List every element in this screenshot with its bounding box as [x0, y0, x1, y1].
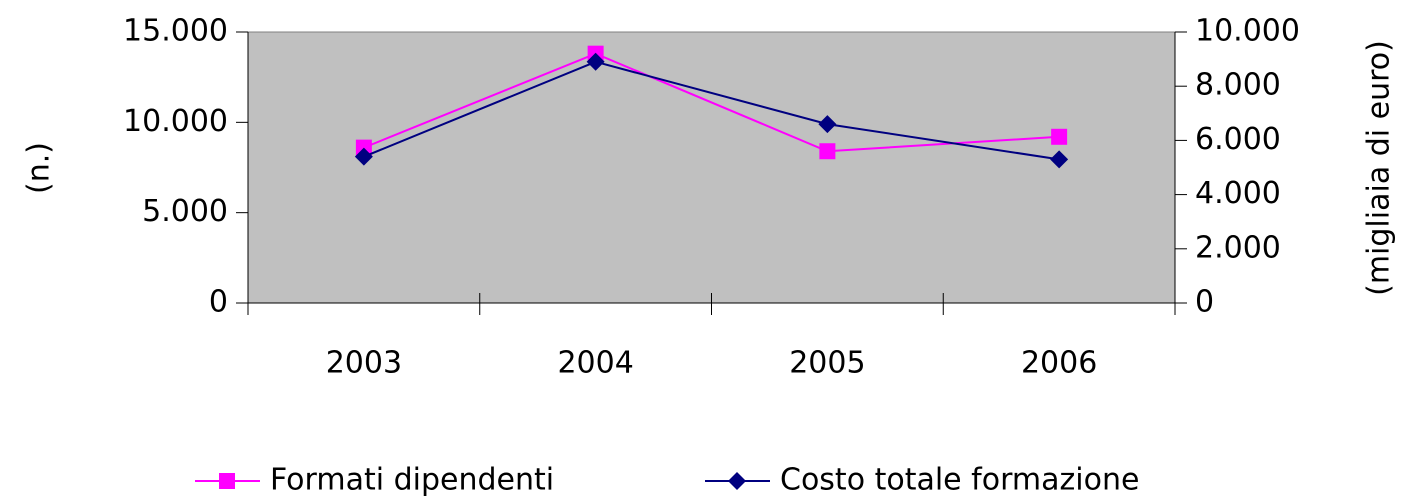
- y2-tick-label: 0: [1195, 285, 1214, 320]
- series-line: [363, 52, 1060, 153]
- x-tick-label: 2003: [326, 346, 402, 381]
- x-tick-label: 2004: [557, 346, 633, 381]
- y-axis-label: (n.): [22, 142, 57, 194]
- series-marker: [586, 52, 605, 71]
- series-marker: [354, 147, 373, 166]
- series-marker: [355, 139, 372, 156]
- x-tick-label: 2005: [789, 346, 865, 381]
- y2-tick-label: 2.000: [1195, 230, 1281, 265]
- y-tick-label: 15.000: [123, 14, 228, 49]
- legend-label: Costo totale formazione: [780, 463, 1139, 498]
- legend-marker: [728, 472, 746, 490]
- series-marker: [818, 115, 837, 134]
- legend-label: Formati dipendenti: [270, 463, 554, 498]
- plot-area: [247, 31, 1176, 304]
- y2-tick-label: 4.000: [1195, 176, 1281, 211]
- legend-marker: [219, 473, 235, 489]
- series-marker: [819, 143, 836, 160]
- x-tick-label: 2006: [1021, 346, 1097, 381]
- y-tick-label: 10.000: [123, 104, 228, 139]
- series-line: [363, 60, 1060, 161]
- y-tick-label: 5.000: [142, 194, 228, 229]
- series-marker: [1051, 128, 1068, 145]
- y2-axis-label: (migliaia di euro): [1362, 40, 1397, 296]
- y2-tick-label: 8.000: [1195, 68, 1281, 103]
- series-marker: [1050, 150, 1069, 169]
- y2-tick-label: 6.000: [1195, 122, 1281, 157]
- y-tick-label: 0: [209, 285, 228, 320]
- y2-tick-label: 10.000: [1195, 14, 1300, 49]
